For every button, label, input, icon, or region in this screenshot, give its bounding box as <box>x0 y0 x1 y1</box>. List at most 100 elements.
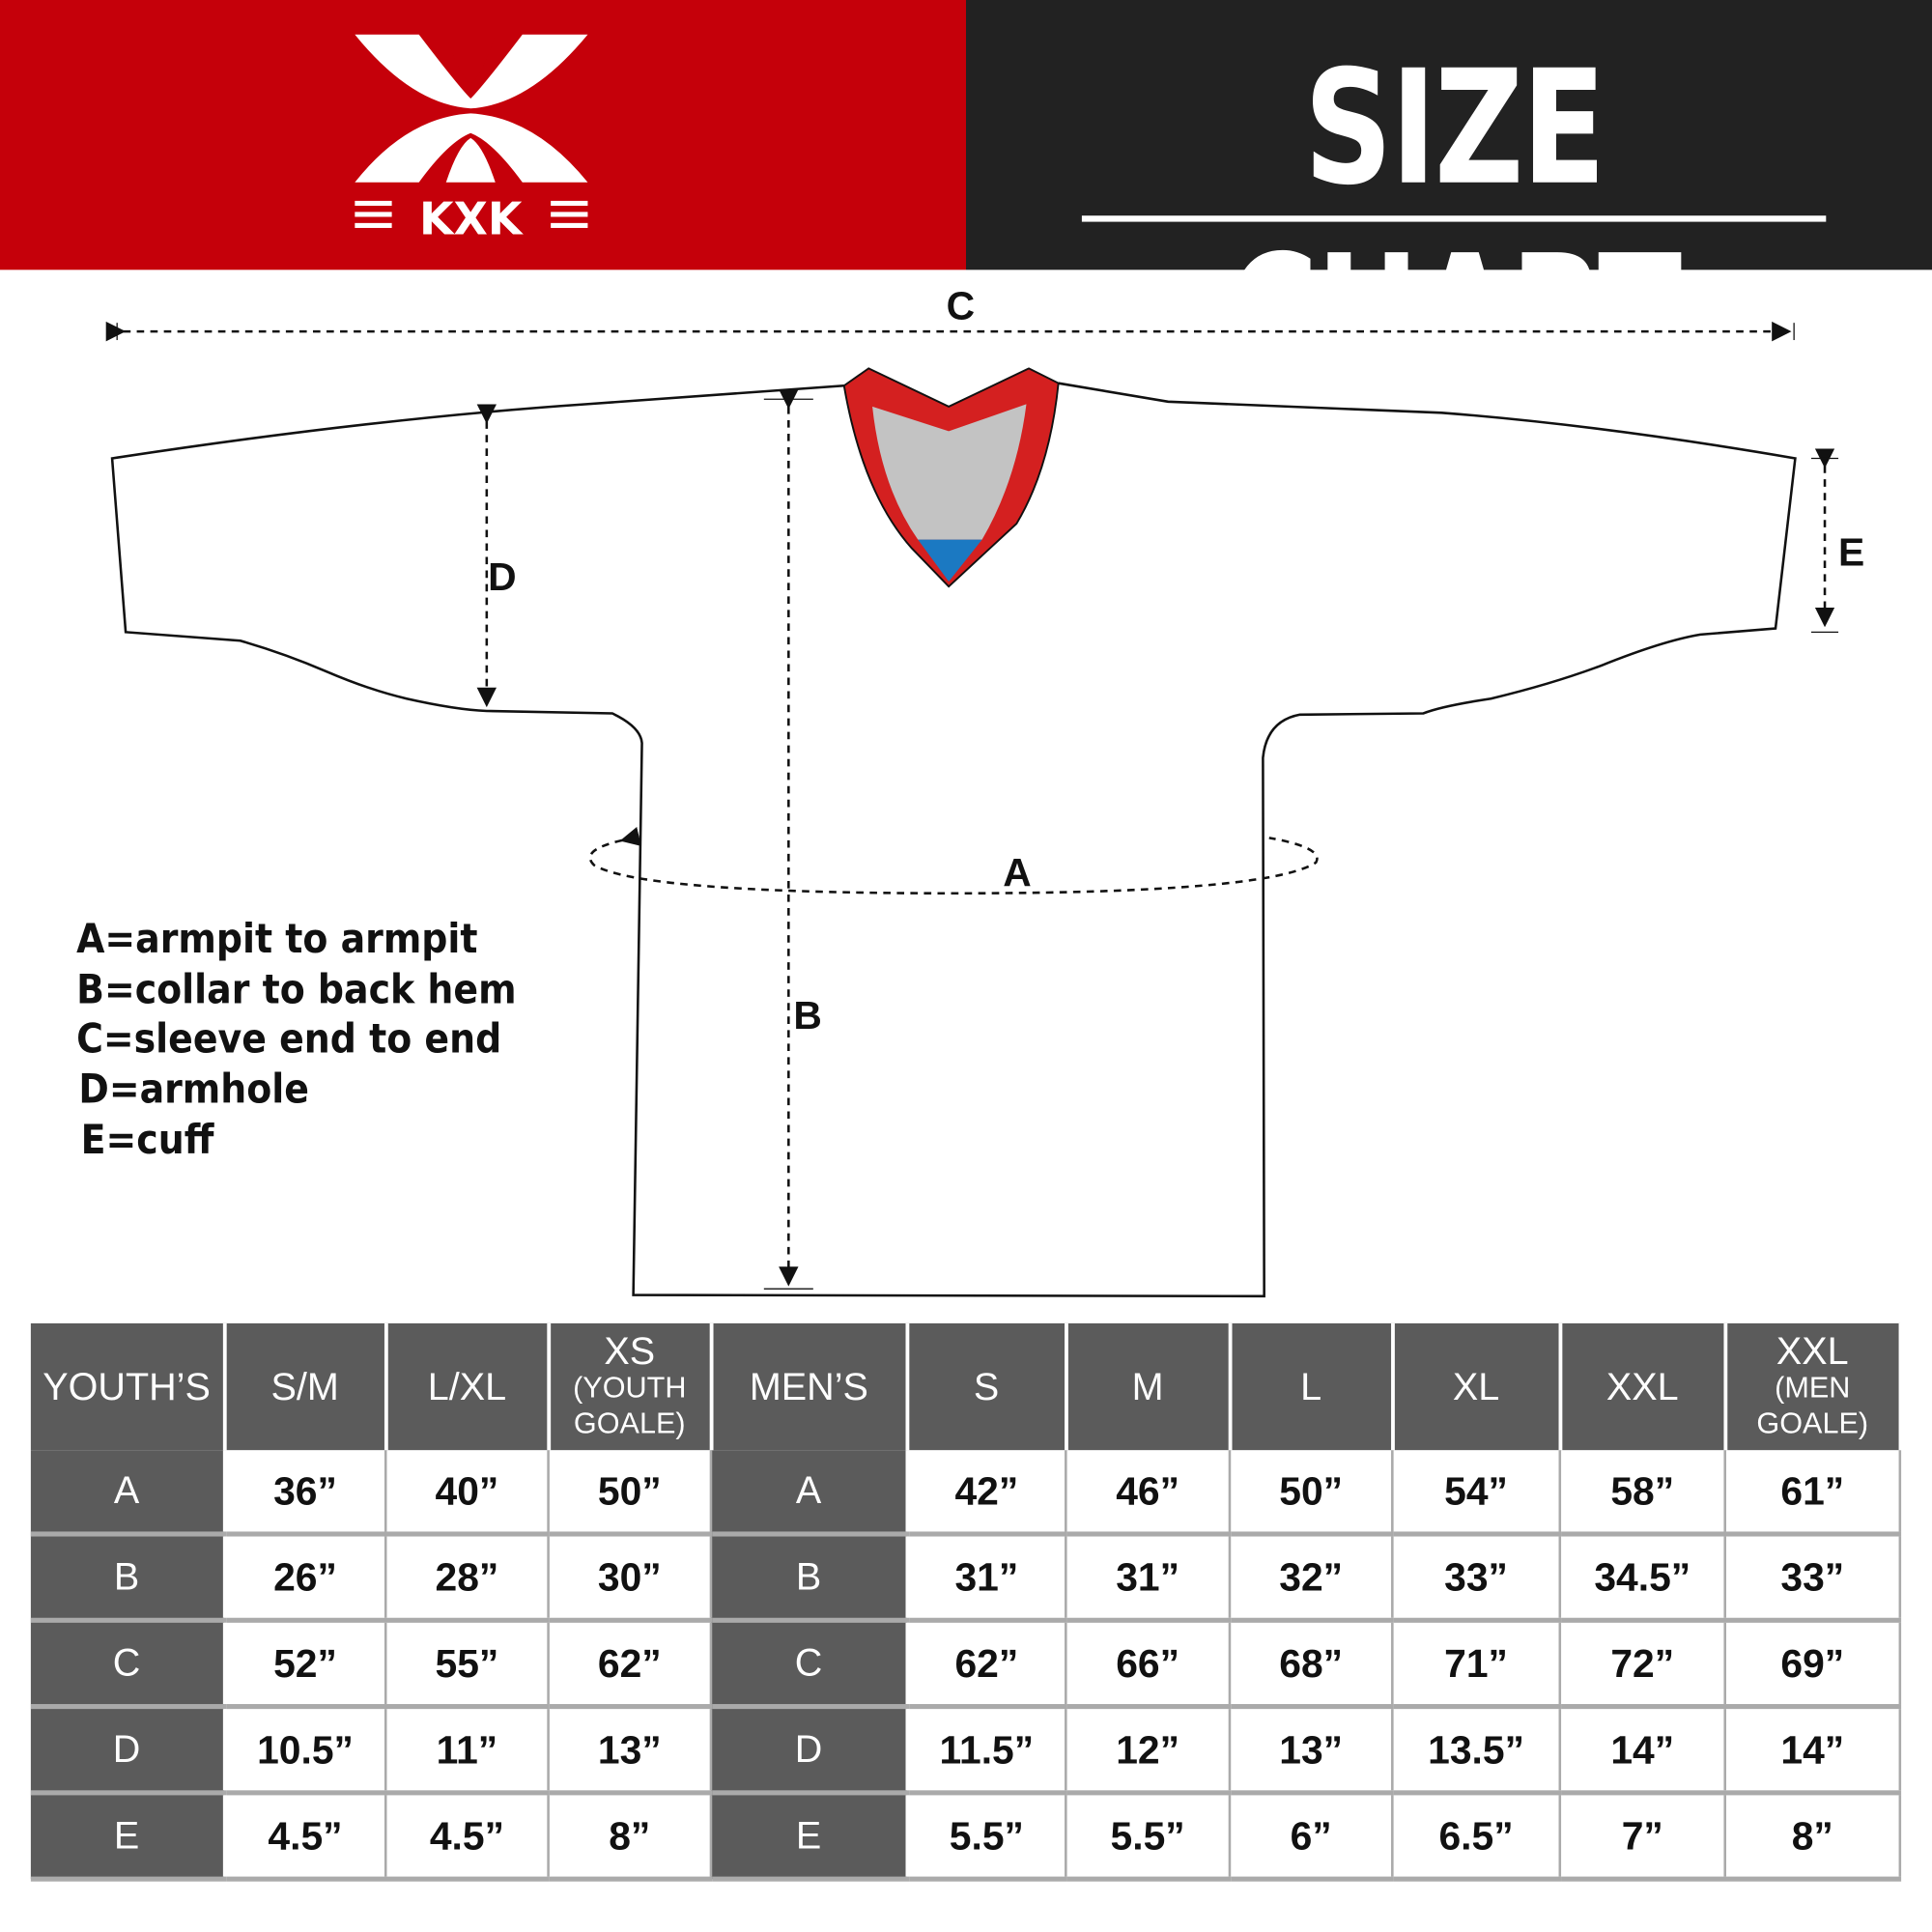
men-value-cell: 71” <box>1392 1620 1562 1710</box>
column-label: XS <box>604 1329 656 1373</box>
label-d: D <box>488 554 517 599</box>
column-label: S/M <box>270 1365 339 1408</box>
men-value-cell: 58” <box>1559 1450 1726 1537</box>
youth-size-header: L/XL <box>385 1322 551 1451</box>
men-row-key: B <box>710 1534 909 1623</box>
column-note: (YOUTH GOALE) <box>573 1371 687 1441</box>
column-label: YOUTH’S <box>43 1365 211 1408</box>
legend-b: B=collar to back hem <box>76 964 517 1013</box>
column-label: XXL <box>1605 1365 1679 1408</box>
men-value-cell: 13.5” <box>1392 1706 1562 1796</box>
men-value-cell: 42” <box>906 1450 1067 1537</box>
svg-text:KXK: KXK <box>419 192 524 244</box>
youth-size-header: XS (YOUTH GOALE) <box>548 1322 713 1451</box>
column-label: M <box>1131 1365 1164 1408</box>
jersey-outline <box>110 382 1797 1298</box>
column-label: XXL <box>1776 1329 1849 1373</box>
measure-a <box>588 826 1319 895</box>
legend-c: C=sleeve end to end <box>76 1014 502 1064</box>
youth-value-cell: 4.5” <box>385 1792 550 1882</box>
title-underline <box>1081 215 1827 222</box>
label-c: C <box>946 283 976 328</box>
youth-value-cell: 4.5” <box>224 1792 387 1882</box>
men-value-cell: 12” <box>1065 1706 1232 1796</box>
men-row-key: A <box>710 1450 909 1537</box>
table-row: D 10.5” 11” 13” D 11.5” 12” 13” 13.5” 14” 14” <box>30 1706 1902 1796</box>
men-size-header: S <box>906 1322 1068 1451</box>
collar-inner <box>872 404 1027 540</box>
measurement-legend: A=armpit to armpit B=collar to back hem … <box>76 914 516 1165</box>
youth-size-header: S/M <box>224 1322 388 1451</box>
men-value-cell: 7” <box>1559 1792 1726 1882</box>
youth-value-cell: 26” <box>224 1534 387 1623</box>
men-value-cell: 5.5” <box>906 1792 1067 1882</box>
label-b: B <box>793 993 822 1037</box>
men-value-cell: 14” <box>1724 1706 1902 1796</box>
column-label: XL <box>1452 1365 1500 1408</box>
men-size-header: L <box>1229 1322 1395 1451</box>
men-value-cell: 61” <box>1724 1450 1902 1537</box>
men-value-cell: 13” <box>1229 1706 1394 1796</box>
youth-row-key: E <box>30 1792 227 1882</box>
youth-value-cell: 62” <box>548 1620 713 1710</box>
youth-value-cell: 28” <box>385 1534 550 1623</box>
table-row: E 4.5” 4.5” 8” E 5.5” 5.5” 6” 6.5” 7” 8” <box>30 1792 1902 1882</box>
label-a: A <box>1003 850 1032 895</box>
collar-blue <box>918 539 982 582</box>
men-value-cell: 8” <box>1724 1792 1902 1882</box>
men-value-cell: 62” <box>906 1620 1067 1710</box>
men-value-cell: 31” <box>906 1534 1067 1623</box>
youth-value-cell: 8” <box>548 1792 713 1882</box>
men-size-header: XL <box>1392 1322 1562 1451</box>
column-label: L <box>1300 1365 1322 1408</box>
youth-value-cell: 13” <box>548 1706 713 1796</box>
youth-row-key: C <box>30 1620 227 1710</box>
men-value-cell: 72” <box>1559 1620 1726 1710</box>
legend-a: A=armpit to armpit <box>76 914 478 963</box>
legend-d: D=armhole <box>78 1065 309 1113</box>
men-value-cell: 14” <box>1559 1706 1726 1796</box>
men-value-cell: 6” <box>1229 1792 1394 1882</box>
page-title: SIZE CHART <box>1228 37 1682 406</box>
youth-row-key: D <box>30 1706 227 1796</box>
men-value-cell: 34.5” <box>1559 1534 1726 1623</box>
column-note: (MEN GOALE) <box>1756 1371 1869 1441</box>
men-value-cell: 54” <box>1392 1450 1562 1537</box>
youth-row-key: B <box>30 1534 227 1623</box>
men-value-cell: 46” <box>1065 1450 1232 1537</box>
logo-banner: KXK <box>0 0 966 270</box>
youth-row-key: A <box>30 1450 227 1537</box>
youth-value-cell: 50” <box>548 1450 713 1537</box>
men-header: MEN’S <box>710 1322 909 1451</box>
jersey-diagram <box>105 321 1839 1298</box>
youth-value-cell: 30” <box>548 1534 713 1623</box>
youth-value-cell: 55” <box>385 1620 550 1710</box>
size-table: YOUTH’S S/M L/XL XS (YOUTH GOALE) MEN’S S M L XL X… <box>30 1322 1902 1882</box>
label-e: E <box>1838 529 1865 575</box>
men-value-cell: 32” <box>1229 1534 1394 1623</box>
men-size-header: M <box>1065 1322 1232 1451</box>
men-value-cell: 5.5” <box>1065 1792 1232 1882</box>
men-size-header: XXL <box>1559 1322 1727 1451</box>
kxk-logo: KXK <box>355 34 588 244</box>
men-value-cell: 68” <box>1229 1620 1394 1710</box>
men-row-key: C <box>710 1620 909 1710</box>
youth-header: YOUTH’S <box>30 1322 227 1451</box>
men-value-cell: 33” <box>1392 1534 1562 1623</box>
men-value-cell: 11.5” <box>906 1706 1067 1796</box>
men-value-cell: 31” <box>1065 1534 1232 1623</box>
youth-value-cell: 52” <box>224 1620 387 1710</box>
men-value-cell: 66” <box>1065 1620 1232 1710</box>
youth-value-cell: 10.5” <box>224 1706 387 1796</box>
column-label: S <box>973 1365 1000 1408</box>
youth-value-cell: 40” <box>385 1450 550 1537</box>
youth-value-cell: 11” <box>385 1706 550 1796</box>
table-row: B 26” 28” 30” B 31” 31” 32” 33” 34.5” 33” <box>30 1534 1902 1623</box>
title-banner <box>965 0 1932 270</box>
table-row: A 36” 40” 50” A 42” 46” 50” 54” 58” 61” <box>30 1450 1902 1537</box>
men-row-key: D <box>710 1706 909 1796</box>
men-value-cell: 6.5” <box>1392 1792 1562 1882</box>
men-size-header: XXL (MEN GOALE) <box>1724 1322 1902 1451</box>
men-value-cell: 69” <box>1724 1620 1902 1710</box>
